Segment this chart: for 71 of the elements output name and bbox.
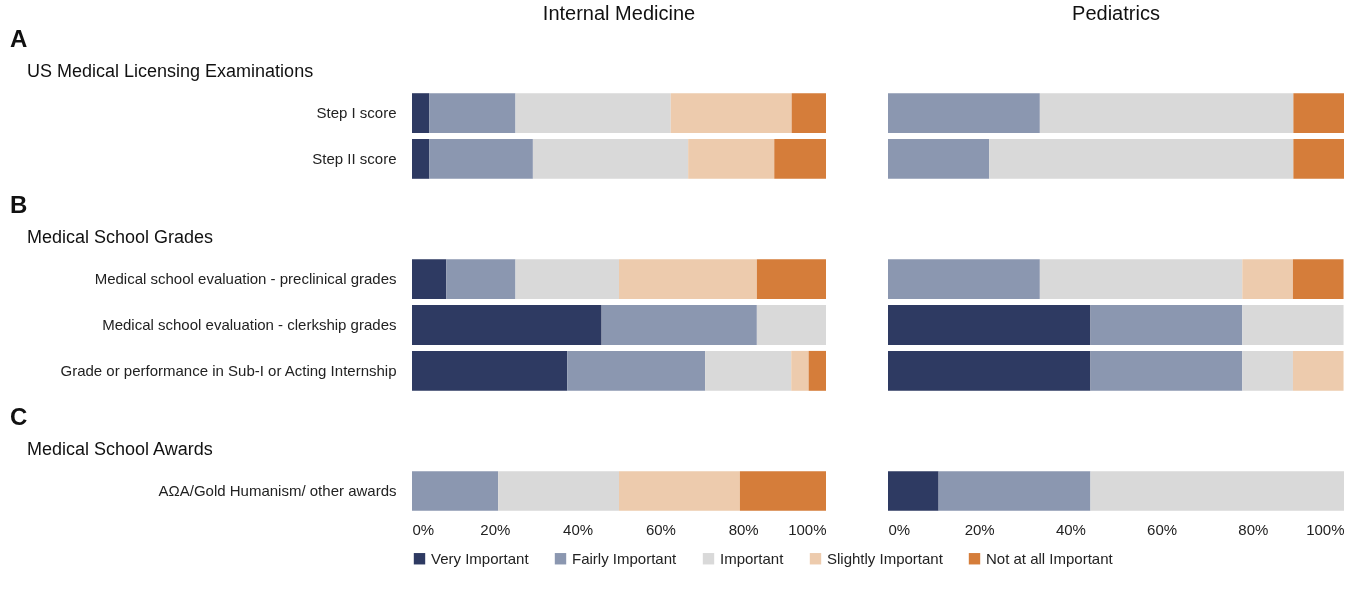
bar (515, 259, 619, 300)
bar (429, 93, 516, 134)
y-tick-label: Grade or performance in Sub-I or Acting Internship (60, 361, 397, 379)
bar (1293, 93, 1344, 134)
legend-label: Fairly Important (572, 549, 678, 567)
bar (412, 138, 430, 179)
y-tick-label: Medical school evaluation - preclinical grades (94, 270, 397, 288)
x-tick-label: 20% (964, 520, 995, 538)
legend-label: Important (720, 549, 785, 567)
bar (756, 259, 826, 300)
x-tick-label: 60% (645, 520, 676, 538)
x-tick-label: 100% (788, 520, 827, 538)
y-tick-label: Medical school evaluation - clerkship grades (102, 316, 397, 333)
bar (756, 305, 826, 345)
bar (888, 93, 1040, 134)
y-tick-label: AΩA/Gold Humanism/ other awards (158, 482, 397, 499)
bar (532, 138, 689, 179)
text: Medical School Awards (27, 439, 213, 459)
bar (774, 138, 826, 179)
x-tick-label: 60% (1147, 520, 1178, 538)
bar (1293, 138, 1344, 179)
bar (429, 138, 533, 179)
x-tick-label: 80% (728, 520, 759, 538)
bar (412, 93, 430, 134)
x-tick-label: 40% (1055, 520, 1086, 538)
bar (1292, 350, 1344, 391)
x-tick-label: 40% (563, 520, 594, 538)
bar (688, 138, 775, 179)
bar (412, 305, 602, 345)
bar (446, 259, 516, 300)
text: Medical School Grades (27, 227, 214, 247)
bar (888, 138, 990, 179)
bar (1039, 259, 1243, 300)
x-tick-label: 80% (1238, 520, 1269, 538)
y-tick-label: Step II score (312, 149, 397, 167)
bar (1242, 259, 1293, 300)
bar (705, 350, 792, 391)
text: B (10, 191, 28, 218)
bar (791, 93, 826, 134)
text: C (10, 403, 28, 430)
bar (888, 305, 1091, 345)
chart-title: Pediatrics (1072, 2, 1160, 24)
bar (567, 350, 706, 391)
bar (1242, 350, 1293, 391)
bar (1242, 305, 1344, 345)
x-tick-label: 100% (1306, 520, 1345, 538)
x-tick-label: 0% (888, 520, 911, 538)
bar (791, 350, 809, 391)
bar (601, 305, 757, 345)
legend-label: Not at all Important (986, 549, 1114, 567)
bar (1292, 259, 1344, 300)
legend-label: Very Important (431, 549, 530, 567)
bar (412, 259, 447, 300)
legend-label: Slightly Important (827, 549, 944, 567)
bar (888, 350, 1091, 391)
bar (1090, 305, 1243, 345)
chart-title: Internal Medicine (542, 2, 696, 24)
bar (888, 259, 1040, 300)
y-tick-label: Step I score (316, 104, 397, 122)
x-tick-label: 0% (412, 520, 435, 538)
bar (619, 259, 757, 300)
bar (1039, 93, 1294, 134)
bar (412, 350, 568, 391)
bar (1090, 350, 1243, 391)
bar (808, 350, 826, 391)
bar (989, 138, 1294, 179)
text: US Medical Licensing Examinations (27, 61, 314, 81)
bar (515, 93, 671, 134)
x-tick-label: 20% (480, 520, 511, 538)
bar (670, 93, 792, 134)
text: A (10, 25, 28, 52)
